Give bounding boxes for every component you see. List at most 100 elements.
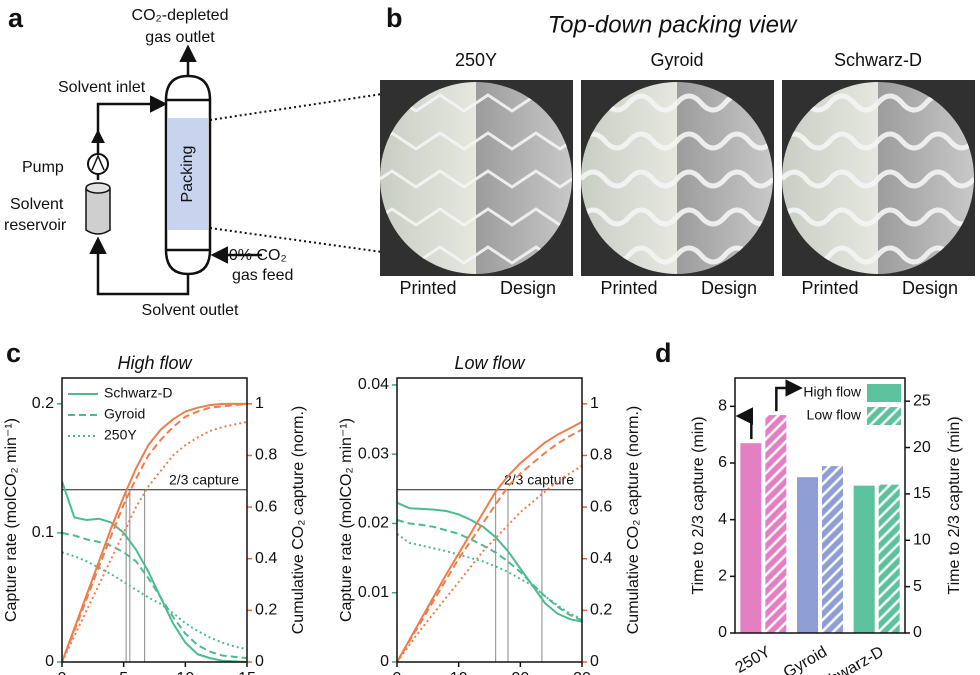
y-axis-label: Capture rate (molCO₂ min⁻¹) <box>3 418 20 622</box>
packing-name: 250Y <box>455 50 497 70</box>
series-line <box>396 519 583 622</box>
pump-label: Pump <box>22 159 64 176</box>
packing-wave <box>782 207 974 227</box>
panel-label: c <box>6 338 21 368</box>
legend-label: Gyroid <box>104 406 145 422</box>
y2-tick-label: 0.8 <box>255 447 277 464</box>
packing-wave <box>581 207 773 227</box>
reservoir-top <box>85 182 111 194</box>
packing-wave <box>380 131 572 151</box>
legend-label: 250Y <box>104 427 137 443</box>
series-line <box>61 480 248 663</box>
series-line <box>61 551 248 651</box>
chart-title: High flow <box>117 353 192 373</box>
y-tick-label: 0 <box>45 653 54 670</box>
y-tick-label: 8 <box>718 398 727 415</box>
plot-frame <box>734 377 906 634</box>
bar <box>822 466 843 633</box>
outlet-label: CO₂-depleted <box>132 7 229 24</box>
bar <box>853 485 875 633</box>
chart-title: Low flow <box>454 353 525 373</box>
bar <box>797 477 818 633</box>
threshold-label: 2/3 capture <box>504 471 574 487</box>
x-tick-label: 250Y <box>733 643 774 675</box>
y-tick-label: 0.03 <box>358 445 389 462</box>
series-line <box>61 531 248 660</box>
series-line <box>396 501 583 623</box>
inlet-label: Solvent inlet <box>58 79 146 96</box>
printed-label: Printed <box>600 278 657 298</box>
reservoir <box>85 188 111 235</box>
y2-tick-label: 0.8 <box>590 447 612 464</box>
y2-tick-label: 25 <box>913 392 931 409</box>
y-tick-label: 0 <box>718 624 727 641</box>
plot-frame <box>61 377 248 663</box>
y2-tick-label: 0.6 <box>590 498 612 515</box>
bar <box>765 415 787 633</box>
packing-region <box>168 118 208 230</box>
y2-tick-label: 0 <box>913 624 922 641</box>
zoom-line <box>209 227 383 253</box>
y2-tick-label: 0.6 <box>255 498 277 515</box>
y2-tick-label: 20 <box>913 439 931 456</box>
outlet-label: gas outlet <box>145 29 215 46</box>
packing-wave <box>581 131 773 151</box>
design-label: Design <box>701 278 757 298</box>
pump-symbol <box>91 154 105 171</box>
zoom-line <box>209 93 383 121</box>
y-tick-label: 0 <box>380 653 389 670</box>
design-label: Design <box>902 278 958 298</box>
x-tick-label: 0 <box>58 670 67 675</box>
feed-label: gas feed <box>232 267 293 284</box>
outlet-line <box>89 236 190 296</box>
bar <box>740 443 762 633</box>
y-tick-label: 0.02 <box>358 515 389 532</box>
x-tick-label: 10 <box>176 670 194 675</box>
y-tick-label: 6 <box>718 454 727 471</box>
legend-swatch <box>867 384 901 402</box>
threshold-label: 2/3 capture <box>169 471 239 487</box>
printed-label: Printed <box>399 278 456 298</box>
printed-label: Printed <box>801 278 858 298</box>
series-line <box>396 421 583 663</box>
y-axis-label: Capture rate (molCO₂ min⁻¹) <box>338 418 355 622</box>
bar <box>878 484 900 633</box>
axis-arrow <box>735 407 753 440</box>
legend-label: Low flow <box>807 407 862 423</box>
x-tick-label: 15 <box>238 670 256 675</box>
y2-tick-label: 10 <box>913 531 931 548</box>
y2-axis-label: Time to 2/3 capture (min) <box>946 416 963 594</box>
y-tick-label: 0.2 <box>32 395 54 412</box>
design-label: Design <box>500 278 556 298</box>
y-tick-label: 4 <box>718 511 727 528</box>
packing-wave <box>782 169 974 189</box>
y2-axis-label: Cumulative CO₂ capture (norm.) <box>290 406 307 635</box>
packing-title: Top-down packing view <box>548 11 798 38</box>
legend-label: Schwarz-D <box>104 385 172 401</box>
reservoir-label: Solvent <box>10 196 64 213</box>
feed-label: 10% CO₂ <box>220 247 287 264</box>
solvent-outlet-label: Solvent outlet <box>142 302 240 319</box>
series-line <box>396 464 583 663</box>
y2-axis-label: Cumulative CO₂ capture (norm.) <box>625 406 642 635</box>
y2-tick-label: 5 <box>913 578 922 595</box>
y-tick-label: 0.1 <box>32 524 54 541</box>
y2-tick-label: 0 <box>590 653 599 670</box>
x-tick-label: 0 <box>393 670 402 675</box>
x-tick-label: 10 <box>450 670 468 675</box>
legend-label: High flow <box>803 384 861 400</box>
y-tick-label: 0.01 <box>358 584 389 601</box>
y2-tick-label: 0.4 <box>255 550 277 567</box>
series-line <box>396 428 583 663</box>
y2-tick-label: 0 <box>255 653 264 670</box>
x-tick-label: 20 <box>511 670 529 675</box>
series-line <box>61 420 248 663</box>
packing-wave <box>380 207 572 227</box>
panel-label: b <box>386 3 403 33</box>
y2-tick-label: 0.2 <box>255 602 277 619</box>
y2-tick-label: 1 <box>255 395 264 412</box>
y-axis-label: Time to 2/3 capture (min) <box>690 416 707 594</box>
packing-label: Packing <box>179 146 196 203</box>
packing-name: Gyroid <box>650 50 703 70</box>
